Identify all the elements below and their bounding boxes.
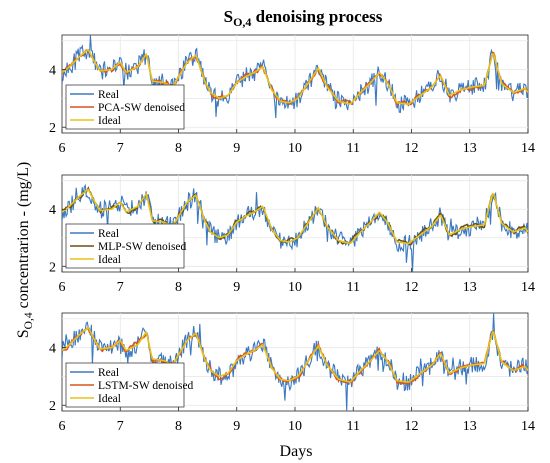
legend-entry: Real xyxy=(98,89,119,101)
legend-entry: PCA-SW denoised xyxy=(98,102,185,114)
x-tick-label: 11 xyxy=(347,141,360,156)
legend-entry: Real xyxy=(98,228,119,240)
x-tick-label: 10 xyxy=(288,141,302,156)
x-tick-label: 9 xyxy=(233,280,240,295)
x-axis-label: Days xyxy=(280,443,313,460)
x-tick-label: 7 xyxy=(117,280,124,295)
x-tick-label: 6 xyxy=(59,419,66,434)
y-tick-label: 4 xyxy=(49,342,56,357)
panel-1-series xyxy=(62,35,528,119)
x-tick-label: 8 xyxy=(175,419,182,434)
x-tick-label: 9 xyxy=(233,141,240,156)
x-tick-label: 13 xyxy=(463,280,477,295)
y-axis-label: SO,4 concentrarion - (mg/L) xyxy=(15,162,35,338)
x-tick-label: 8 xyxy=(175,141,182,156)
legend-entry: Ideal xyxy=(98,254,121,266)
x-tick-label: 12 xyxy=(405,280,419,295)
x-tick-label: 10 xyxy=(288,280,302,295)
legend-entry: Ideal xyxy=(98,393,121,405)
x-tick-label: 6 xyxy=(59,141,66,156)
y-tick-label: 4 xyxy=(49,203,56,218)
x-tick-label: 6 xyxy=(59,280,66,295)
y-tick-label: 4 xyxy=(49,64,56,79)
x-tick-label: 14 xyxy=(521,280,535,295)
x-tick-label: 11 xyxy=(347,280,360,295)
x-tick-label: 14 xyxy=(521,419,535,434)
figure-title: SO,4 denoising process xyxy=(224,7,383,29)
legend-entry: Ideal xyxy=(98,115,121,127)
x-tick-label: 7 xyxy=(117,419,124,434)
series-line-denoised xyxy=(62,326,528,386)
series-line-real xyxy=(62,35,528,119)
x-tick-label: 14 xyxy=(521,141,535,156)
y-tick-label: 2 xyxy=(49,121,56,136)
x-tick-label: 7 xyxy=(117,141,124,156)
x-tick-label: 12 xyxy=(405,419,419,434)
x-tick-label: 13 xyxy=(463,141,477,156)
series-line-ideal xyxy=(62,326,528,384)
series-line-ideal xyxy=(62,48,528,106)
panel-2-series xyxy=(62,183,528,272)
y-tick-label: 2 xyxy=(49,399,56,414)
y-tick-label: 2 xyxy=(49,260,56,275)
x-tick-label: 12 xyxy=(405,141,419,156)
legend-entry: Real xyxy=(98,367,119,379)
legend-entry: LSTM-SW denoised xyxy=(98,380,194,392)
series-line-ideal xyxy=(62,188,528,245)
x-tick-label: 13 xyxy=(463,419,477,434)
panel-3-series xyxy=(62,313,528,411)
x-tick-label: 10 xyxy=(288,419,302,434)
x-tick-label: 9 xyxy=(233,419,240,434)
legend-entry: MLP-SW denoised xyxy=(98,241,187,253)
x-tick-label: 11 xyxy=(347,419,360,434)
x-tick-label: 8 xyxy=(175,280,182,295)
